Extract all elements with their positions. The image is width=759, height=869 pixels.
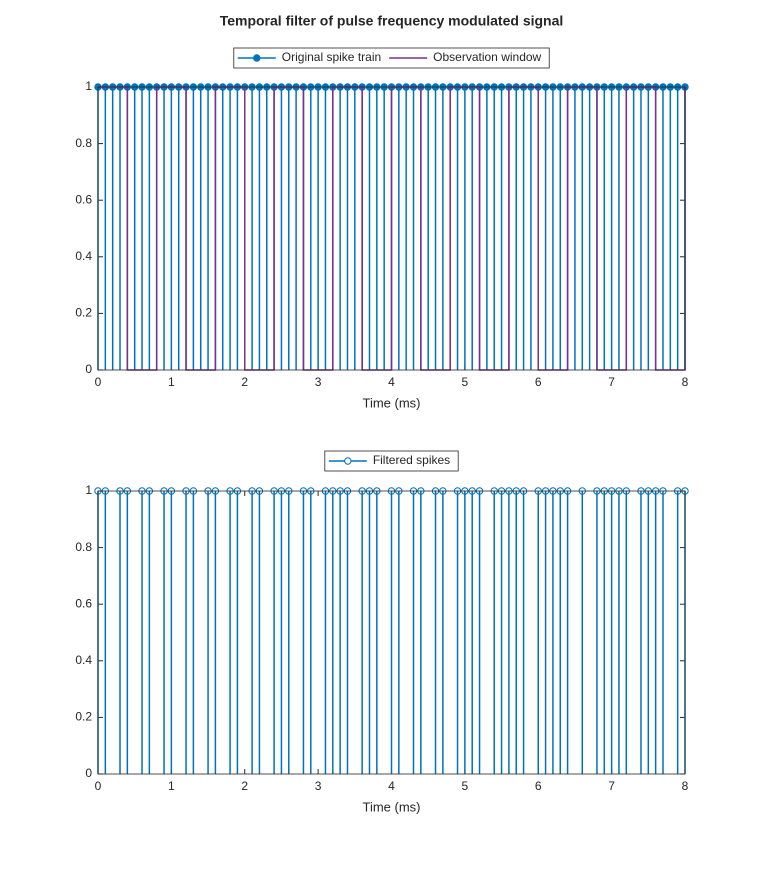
legend-label: Original spike train bbox=[282, 50, 381, 64]
x-tick-label: 5 bbox=[462, 375, 469, 389]
axes-box bbox=[97, 86, 686, 371]
y-tick-label: 1 bbox=[85, 483, 92, 497]
legend-label: Filtered spikes bbox=[373, 453, 450, 467]
x-tick-label: 0 bbox=[95, 375, 102, 389]
x-tick-label: 2 bbox=[241, 779, 248, 793]
observation-window bbox=[98, 86, 686, 371]
x-tick-label: 8 bbox=[682, 375, 689, 389]
legend: Filtered spikes bbox=[324, 450, 459, 472]
x-tick-label: 6 bbox=[535, 779, 542, 793]
x-tick-label: 6 bbox=[535, 375, 542, 389]
y-tick-label: 0 bbox=[85, 766, 92, 780]
x-tick-label: 3 bbox=[315, 779, 322, 793]
x-tick-label: 7 bbox=[608, 779, 615, 793]
x-tick-label: 8 bbox=[682, 779, 689, 793]
y-tick-label: 1 bbox=[85, 79, 92, 93]
legend-marker bbox=[344, 457, 352, 465]
y-tick-label: 0.8 bbox=[75, 136, 92, 150]
x-tick-label: 3 bbox=[315, 375, 322, 389]
legend-box bbox=[324, 450, 459, 472]
x-tick-label: 7 bbox=[608, 375, 615, 389]
y-tick-label: 0.2 bbox=[75, 306, 92, 320]
x-tick-label: 1 bbox=[168, 779, 175, 793]
y-tick-label: 0.6 bbox=[75, 192, 92, 206]
x-tick-label: 1 bbox=[168, 375, 175, 389]
y-tick-label: 0.8 bbox=[75, 540, 92, 554]
y-tick-label: 0.4 bbox=[75, 653, 92, 667]
x-axis-label: Time (ms) bbox=[362, 395, 420, 410]
legend-label: Observation window bbox=[433, 50, 541, 64]
legend-marker bbox=[253, 54, 261, 62]
y-tick-label: 0 bbox=[85, 362, 92, 376]
x-tick-label: 2 bbox=[241, 375, 248, 389]
x-tick-label: 4 bbox=[388, 779, 395, 793]
y-tick-label: 0.2 bbox=[75, 710, 92, 724]
y-tick-label: 0.4 bbox=[75, 249, 92, 263]
x-tick-label: 0 bbox=[95, 779, 102, 793]
x-tick-label: 4 bbox=[388, 375, 395, 389]
x-tick-label: 5 bbox=[462, 779, 469, 793]
chart-title: Temporal filter of pulse frequency modul… bbox=[220, 13, 564, 29]
y-tick-label: 0.6 bbox=[75, 596, 92, 610]
legend: Original spike train Observation window bbox=[233, 47, 550, 69]
x-axis-label: Time (ms) bbox=[362, 799, 420, 814]
axes-box bbox=[97, 490, 686, 775]
